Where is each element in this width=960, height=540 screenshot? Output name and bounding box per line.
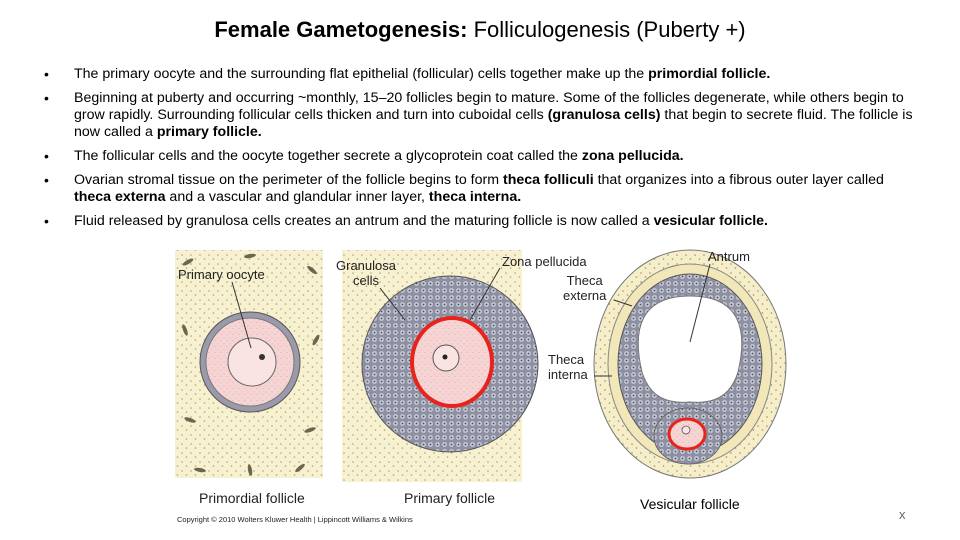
vesicular-follicle — [593, 249, 787, 479]
copyright-notice: Copyright © 2010 Wolters Kluwer Health |… — [177, 515, 413, 524]
antrum-pointer — [689, 263, 711, 343]
theca-externa-pointer — [613, 299, 633, 307]
title-bold: Female Gametogenesis: — [214, 17, 468, 42]
label-theca-interna: Theca interna — [548, 352, 588, 382]
bullet-item: The follicular cells and the oocyte toge… — [44, 148, 924, 165]
label-theca-externa: Theca externa — [563, 273, 607, 303]
bullet-list: The primary oocyte and the surrounding f… — [44, 66, 924, 237]
caption-vesicular-follicle: Vesicular follicle — [640, 496, 740, 512]
title-rest: Folliculogenesis (Puberty +) — [467, 17, 746, 42]
primordial-follicle — [175, 250, 323, 478]
label-antrum: Antrum — [708, 249, 750, 264]
slide-title: Female Gametogenesis: Folliculogenesis (… — [0, 17, 960, 43]
primary-follicle — [342, 250, 539, 482]
zona-pellucida-pointer — [469, 267, 501, 321]
label-primary-oocyte: Primary oocyte — [178, 267, 265, 282]
primary-oocyte-pointer — [231, 281, 252, 349]
primordial-nucleolus — [259, 354, 265, 360]
primordial-nucleus — [227, 337, 277, 387]
close-mark[interactable]: x — [899, 507, 906, 522]
caption-primordial-follicle: Primordial follicle — [199, 490, 305, 506]
bullet-item: Beginning at puberty and occurring ~mont… — [44, 90, 924, 141]
caption-primary-follicle: Primary follicle — [404, 490, 496, 506]
bullet-item: Fluid released by granulosa cells create… — [44, 213, 924, 230]
granulosa-pointer — [379, 287, 406, 321]
label-granulosa-cells: Granulosa cells — [336, 258, 396, 288]
bullet-item: Ovarian stromal tissue on the perimeter … — [44, 172, 924, 206]
bullet-item: The primary oocyte and the surrounding f… — [44, 66, 924, 83]
antrum-cavity — [637, 295, 743, 403]
label-zona-pellucida: Zona pellucida — [502, 254, 587, 269]
